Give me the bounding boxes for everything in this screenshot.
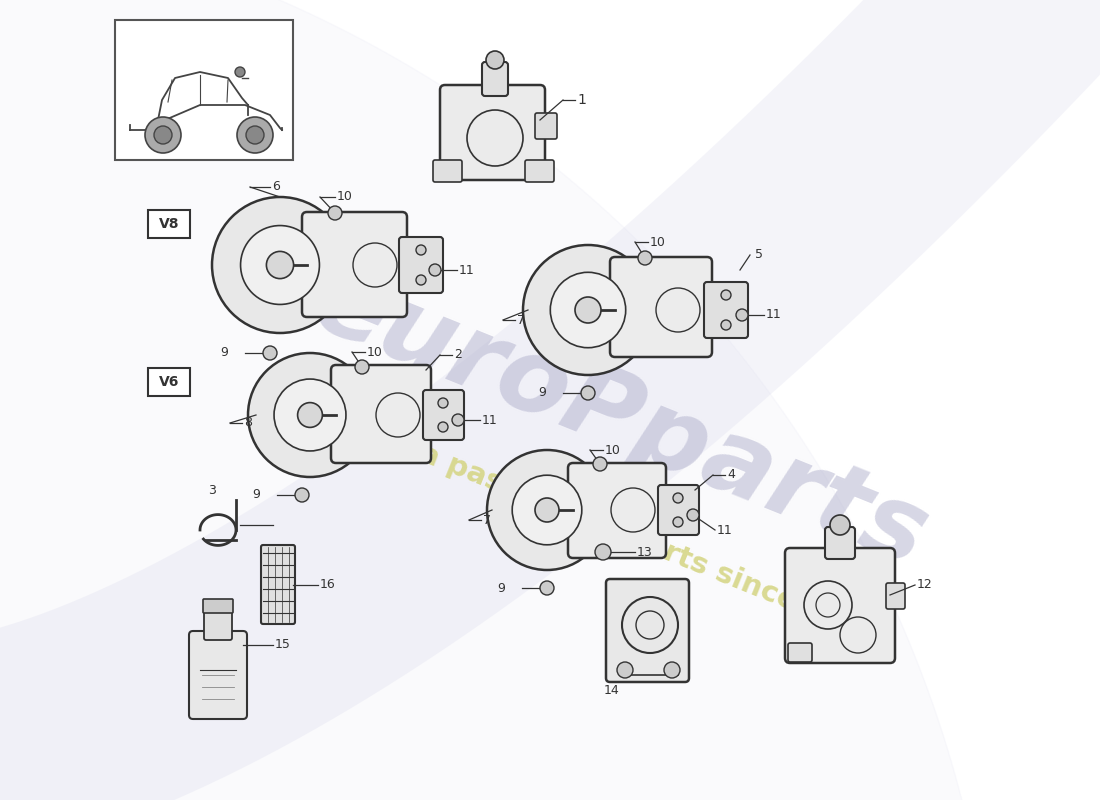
FancyBboxPatch shape: [568, 463, 666, 558]
Text: 11: 11: [459, 263, 475, 277]
Text: 13: 13: [637, 546, 652, 558]
FancyBboxPatch shape: [440, 85, 544, 180]
FancyBboxPatch shape: [261, 545, 295, 624]
Circle shape: [429, 264, 441, 276]
Circle shape: [522, 245, 653, 375]
Circle shape: [673, 493, 683, 503]
Text: 9: 9: [252, 489, 260, 502]
FancyBboxPatch shape: [785, 548, 895, 663]
Text: 14: 14: [604, 683, 620, 697]
Circle shape: [487, 450, 607, 570]
Text: 11: 11: [766, 309, 782, 322]
Text: 12: 12: [917, 578, 933, 591]
Text: 10: 10: [367, 346, 383, 358]
FancyBboxPatch shape: [204, 608, 232, 640]
Circle shape: [830, 515, 850, 535]
FancyBboxPatch shape: [825, 527, 855, 559]
FancyBboxPatch shape: [704, 282, 748, 338]
Text: 10: 10: [605, 443, 620, 457]
Circle shape: [274, 379, 346, 451]
Text: 1: 1: [578, 93, 586, 107]
Text: 10: 10: [337, 190, 353, 203]
Circle shape: [720, 320, 732, 330]
FancyBboxPatch shape: [788, 643, 812, 662]
Circle shape: [298, 402, 322, 427]
Circle shape: [241, 226, 319, 305]
Text: 9: 9: [538, 386, 546, 399]
FancyBboxPatch shape: [535, 113, 557, 139]
Circle shape: [263, 346, 277, 360]
Text: 4: 4: [727, 469, 735, 482]
FancyBboxPatch shape: [399, 237, 443, 293]
FancyBboxPatch shape: [658, 485, 698, 535]
Circle shape: [235, 67, 245, 77]
Text: euroPparts: euroPparts: [299, 251, 942, 589]
Circle shape: [595, 544, 610, 560]
Circle shape: [664, 662, 680, 678]
FancyBboxPatch shape: [886, 583, 905, 609]
Circle shape: [535, 498, 559, 522]
FancyBboxPatch shape: [610, 257, 712, 357]
Circle shape: [575, 297, 601, 323]
Circle shape: [617, 662, 632, 678]
Circle shape: [212, 197, 348, 333]
Text: 7: 7: [483, 514, 491, 526]
FancyBboxPatch shape: [482, 62, 508, 96]
FancyBboxPatch shape: [606, 579, 689, 682]
Text: 16: 16: [320, 578, 336, 591]
Text: 11: 11: [717, 523, 733, 537]
Circle shape: [236, 117, 273, 153]
Text: 15: 15: [275, 638, 290, 651]
Text: 5: 5: [755, 249, 763, 262]
Circle shape: [154, 126, 172, 144]
Text: 8: 8: [244, 417, 252, 430]
Circle shape: [513, 475, 582, 545]
Circle shape: [581, 386, 595, 400]
Circle shape: [638, 251, 652, 265]
FancyBboxPatch shape: [204, 599, 233, 613]
FancyBboxPatch shape: [525, 160, 554, 182]
Circle shape: [540, 581, 554, 595]
Text: a passion for parts since 1985: a passion for parts since 1985: [415, 439, 886, 650]
Text: 9: 9: [220, 346, 228, 359]
Circle shape: [438, 422, 448, 432]
Circle shape: [295, 488, 309, 502]
Text: 6: 6: [272, 181, 279, 194]
Text: 9: 9: [497, 582, 505, 594]
Circle shape: [438, 398, 448, 408]
Circle shape: [486, 51, 504, 69]
Circle shape: [736, 309, 748, 321]
Circle shape: [328, 206, 342, 220]
FancyBboxPatch shape: [189, 631, 248, 719]
Circle shape: [720, 290, 732, 300]
Text: V8: V8: [158, 217, 179, 231]
FancyBboxPatch shape: [433, 160, 462, 182]
Circle shape: [416, 245, 426, 255]
Bar: [116, 20, 293, 160]
Text: 3: 3: [208, 483, 216, 497]
FancyBboxPatch shape: [331, 365, 431, 463]
Circle shape: [416, 275, 426, 285]
Text: 7: 7: [517, 314, 525, 326]
FancyBboxPatch shape: [424, 390, 464, 440]
Text: 10: 10: [650, 235, 666, 249]
Circle shape: [266, 251, 294, 278]
Circle shape: [246, 126, 264, 144]
Circle shape: [673, 517, 683, 527]
Bar: [148, 210, 190, 238]
Circle shape: [248, 353, 372, 477]
Circle shape: [593, 457, 607, 471]
Circle shape: [550, 272, 626, 348]
Text: 2: 2: [454, 349, 462, 362]
FancyBboxPatch shape: [302, 212, 407, 317]
Text: 11: 11: [482, 414, 497, 426]
Bar: [148, 368, 190, 396]
Circle shape: [355, 360, 368, 374]
Circle shape: [452, 414, 464, 426]
Text: V6: V6: [158, 375, 179, 389]
Circle shape: [688, 509, 698, 521]
Circle shape: [145, 117, 182, 153]
